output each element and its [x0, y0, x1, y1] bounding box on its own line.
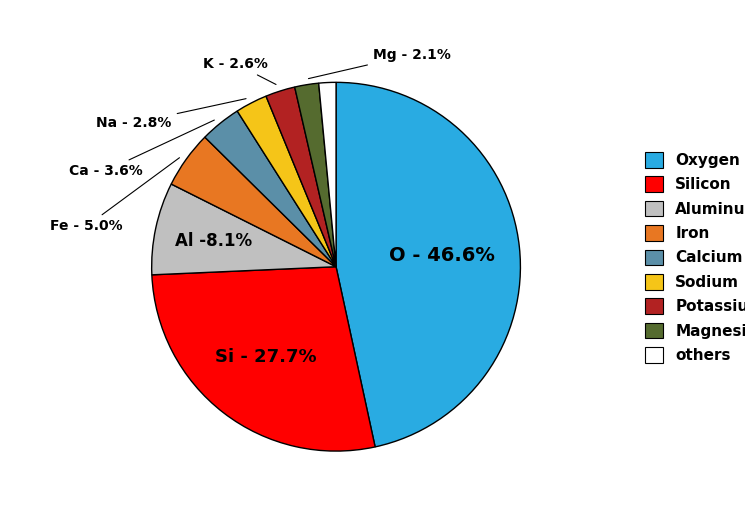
Wedge shape	[152, 184, 336, 275]
Wedge shape	[319, 82, 336, 267]
Wedge shape	[237, 96, 336, 267]
Text: O - 46.6%: O - 46.6%	[390, 246, 495, 265]
Text: Fe - 5.0%: Fe - 5.0%	[50, 158, 180, 233]
Text: Na - 2.8%: Na - 2.8%	[96, 99, 246, 130]
Wedge shape	[171, 137, 336, 267]
Wedge shape	[266, 87, 336, 267]
Text: Si - 27.7%: Si - 27.7%	[215, 348, 317, 366]
Wedge shape	[205, 111, 336, 267]
Text: Ca - 3.6%: Ca - 3.6%	[69, 120, 215, 178]
Wedge shape	[152, 267, 375, 451]
Wedge shape	[336, 82, 521, 447]
Legend: Oxygen, Silicon, Aluminum, Iron, Calcium, Sodium, Potassium, Magnesium, others: Oxygen, Silicon, Aluminum, Iron, Calcium…	[638, 146, 745, 369]
Text: Mg - 2.1%: Mg - 2.1%	[308, 48, 451, 79]
Text: K - 2.6%: K - 2.6%	[203, 57, 276, 84]
Text: Al -8.1%: Al -8.1%	[175, 232, 252, 250]
Wedge shape	[295, 83, 336, 267]
